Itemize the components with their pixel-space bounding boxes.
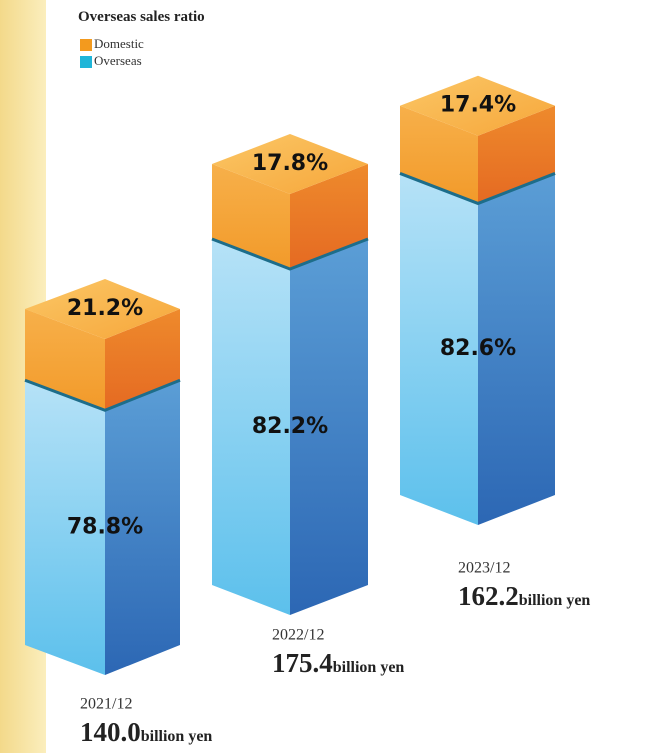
value-label: 17.4%: [440, 93, 516, 118]
total-value: 162.2: [458, 581, 519, 611]
bar-face-left: [400, 173, 478, 526]
segment-divider: [24, 378, 181, 412]
bar-face-left: [25, 380, 105, 675]
total-label: 162.2billion yen: [458, 581, 590, 611]
bar-face-left: [25, 309, 105, 411]
total-unit: billion yen: [519, 592, 591, 609]
segment-divider: [211, 237, 369, 271]
bar-face-right: [105, 380, 180, 675]
total-unit: billion yen: [333, 659, 405, 676]
total-value: 175.4: [272, 648, 333, 678]
x-tick-label: 2021/12: [80, 696, 132, 713]
bar-stack: 17.8% 82.2% 2022/12 175.4billion yen: [211, 134, 404, 678]
domestic-segment: [400, 75, 555, 204]
value-label: 17.8%: [252, 151, 328, 176]
value-label: 21.2%: [67, 296, 143, 321]
x-tick-label: 2022/12: [272, 627, 324, 644]
bar-face-left: [212, 238, 290, 615]
legend: Domestic Overseas: [80, 36, 144, 68]
total-label: 140.0billion yen: [80, 717, 212, 747]
overseas-segment: [400, 173, 555, 526]
bar-face-right: [290, 164, 368, 269]
legend-swatch: [80, 39, 92, 51]
domestic-segment: [212, 134, 368, 269]
bar-stack: 21.2% 78.8% 2021/12 140.0billion yen: [24, 279, 212, 747]
bar-stack: 17.4% 82.6% 2023/12 162.2billion yen: [399, 75, 590, 611]
value-label: 82.2%: [252, 414, 328, 439]
value-label: 78.8%: [67, 515, 143, 540]
value-label: 82.6%: [440, 336, 516, 361]
segment-divider: [399, 172, 556, 206]
bar-face-right: [105, 309, 180, 411]
bar-face-top: [25, 279, 180, 339]
chart-title: Overseas sales ratio: [78, 9, 205, 25]
legend-swatch: [80, 56, 92, 68]
bar-face-top: [400, 75, 555, 136]
overseas-segment: [25, 380, 180, 675]
total-value: 140.0: [80, 717, 141, 747]
bar-face-top: [212, 134, 368, 195]
overseas-segment: [212, 238, 368, 615]
total-label: 175.4billion yen: [272, 648, 404, 678]
bar-face-right: [290, 238, 368, 615]
x-tick-label: 2023/12: [458, 560, 510, 577]
legend-label: Overseas: [94, 53, 142, 68]
bar-face-right: [478, 105, 555, 204]
bar-face-right: [478, 173, 555, 526]
total-unit: billion yen: [141, 728, 213, 745]
domestic-segment: [25, 279, 180, 411]
bar-face-left: [400, 105, 478, 204]
bar-face-left: [212, 164, 290, 269]
legend-label: Domestic: [94, 36, 144, 51]
